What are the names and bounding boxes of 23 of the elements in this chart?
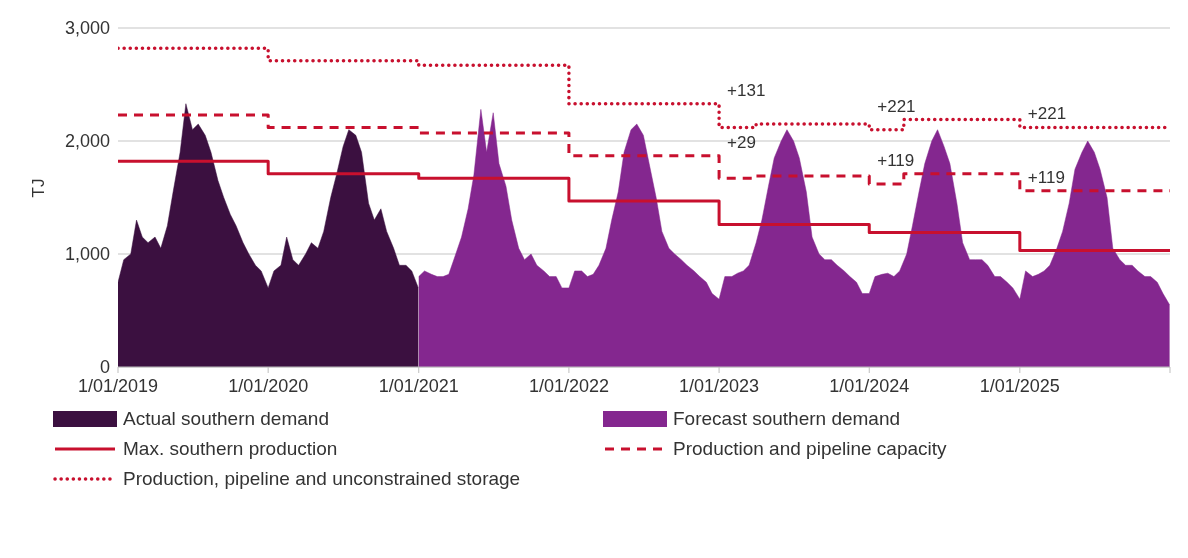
annotation: +119 [1027, 167, 1065, 187]
x-tick-label: 1/01/2022 [528, 375, 609, 396]
legend-label: Production, pipeline and unconstrained storage [123, 468, 521, 490]
legend-label: Max. southern production [123, 438, 338, 460]
y-axis-title: TJ [29, 178, 49, 198]
annotation: +221 [877, 96, 916, 116]
x-tick-label: 1/01/2025 [979, 375, 1060, 396]
x-tick-label: 1/01/2021 [378, 375, 459, 396]
annotation: +119 [877, 150, 915, 170]
annotation: +131 [727, 80, 766, 100]
x-tick-label: 1/01/2019 [77, 375, 159, 396]
y-tick-label: 1,000 [64, 244, 110, 265]
x-tick-label: 1/01/2020 [228, 375, 309, 396]
x-tick-label: 1/01/2023 [679, 375, 760, 396]
y-tick-label: 0 [99, 357, 110, 378]
annotation: +221 [1027, 104, 1067, 124]
y-tick-label: 3,000 [64, 18, 110, 39]
annotation: +29 [727, 132, 756, 152]
legend-label: Forecast southern demand [673, 408, 901, 430]
legend-label: Production and pipeline capacity [673, 438, 947, 460]
legend-label: Actual southern demand [123, 408, 329, 430]
y-tick-label: 2,000 [64, 131, 110, 152]
x-tick-label: 1/01/2024 [829, 375, 910, 396]
